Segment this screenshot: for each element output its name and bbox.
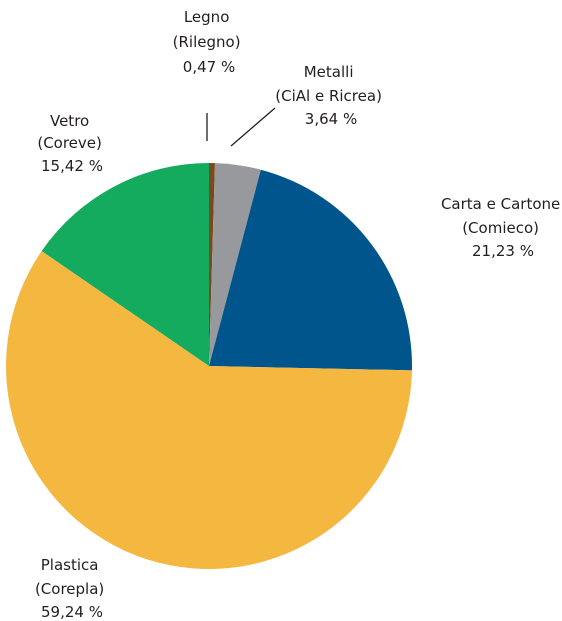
label-metalli-value: 3,64 % — [305, 110, 357, 128]
label-metalli: Metalli (CiAl e Ricrea) 3,64 % — [275, 63, 386, 128]
label-legno-sub: (Rilegno) — [173, 33, 241, 51]
label-metalli-sub: (CiAl e Ricrea) — [275, 87, 382, 105]
label-carta-sub: (Comieco) — [462, 219, 539, 237]
label-vetro: Vetro (Coreve) 15,42 % — [37, 112, 106, 175]
label-carta-name: Carta e Cartone — [441, 195, 560, 213]
label-plastica: Plastica (Corepla) 59,24 % — [35, 556, 109, 621]
slice-metalli — [209, 163, 261, 366]
label-legno: Legno (Rilegno) 0,47 % — [173, 8, 246, 76]
label-vetro-sub: (Coreve) — [37, 134, 102, 152]
label-legno-value: 0,47 % — [183, 58, 235, 76]
slice-vetro — [41, 163, 210, 366]
label-plastica-name: Plastica — [41, 556, 99, 574]
pie-slices — [5, 163, 412, 570]
label-carta-value: 21,23 % — [472, 242, 534, 260]
label-vetro-value: 15,42 % — [41, 157, 103, 175]
slice-carta-e-cartone — [209, 169, 412, 371]
label-vetro-name: Vetro — [50, 112, 89, 130]
slice-plastica — [5, 251, 412, 570]
label-legno-name: Legno — [184, 8, 230, 26]
label-metalli-name: Metalli — [304, 63, 354, 81]
label-plastica-value: 59,24 % — [41, 603, 103, 621]
label-plastica-sub: (Corepla) — [35, 580, 104, 598]
leader-line-metalli — [230, 107, 276, 147]
label-carta: Carta e Cartone (Comieco) 21,23 % — [441, 195, 562, 260]
leader-lines — [206, 107, 276, 147]
slice-legno — [209, 163, 215, 366]
